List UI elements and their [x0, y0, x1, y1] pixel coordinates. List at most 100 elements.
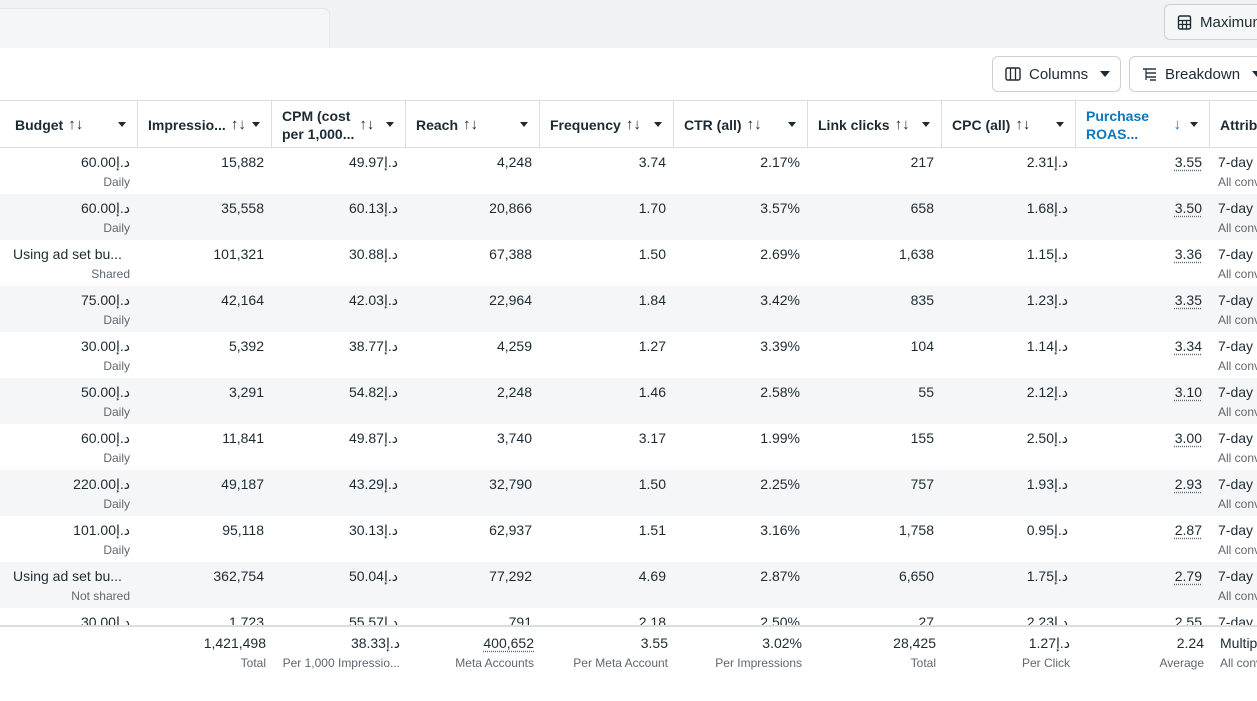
cell-subtext: All conv: [1218, 543, 1257, 557]
cell-value: 7-day: [1218, 292, 1254, 308]
column-menu-icon[interactable]: [788, 122, 796, 127]
total-impressions: 1,421,498 Total: [138, 635, 272, 671]
column-header-budget[interactable]: Budget ↑↓: [5, 101, 138, 148]
column-menu-icon[interactable]: [386, 122, 394, 127]
total-label: Meta Accounts: [455, 656, 534, 670]
cell-link_clicks: 27: [808, 608, 942, 625]
column-header-cpc[interactable]: CPC (all) ↑↓: [942, 101, 1076, 148]
cell-value[interactable]: 2.55: [1174, 614, 1202, 625]
total-label: Per 1,000 Impressio...: [282, 656, 400, 670]
table-row[interactable]: 75.00د.إ Daily 42,164 42.03د.إ 22,964 1.84 3.4…: [0, 286, 1257, 332]
cell-cpm: 49.97د.إ: [272, 148, 406, 194]
column-menu-icon[interactable]: [520, 122, 528, 127]
column-menu-icon[interactable]: [252, 122, 260, 127]
cell-link_clicks: 6,650: [808, 562, 942, 608]
cell-subtext: Daily: [103, 497, 130, 511]
column-header-cpm[interactable]: CPM (cost per 1,000... ↑↓: [272, 101, 406, 148]
column-menu-icon[interactable]: [654, 122, 662, 127]
table-row[interactable]: 60.00د.إ Daily 11,841 49.87د.إ 3,740 3.17 1.99…: [0, 424, 1257, 470]
total-label: All conv: [1220, 656, 1257, 670]
column-header-reach[interactable]: Reach ↑↓: [406, 101, 540, 148]
column-header-attribution[interactable]: Attrib: [1210, 101, 1257, 148]
sort-icon[interactable]: ↑↓: [230, 116, 246, 133]
cell-value[interactable]: 3.10: [1174, 384, 1202, 400]
cell-cpc: 1.23د.إ: [942, 286, 1076, 332]
sort-icon[interactable]: ↑↓: [1015, 116, 1031, 133]
cell-link_clicks: 155: [808, 424, 942, 470]
table-row[interactable]: 60.00د.إ Daily 15,882 49.97د.إ 4,248 3.74 2.17…: [0, 148, 1257, 194]
cell-value: 62,937: [489, 522, 532, 538]
cell-value: 1.50: [638, 246, 666, 262]
column-menu-icon[interactable]: [1190, 122, 1198, 127]
column-header-link_clicks[interactable]: Link clicks ↑↓: [808, 101, 942, 148]
cell-value: 7-day: [1218, 246, 1254, 262]
cell-value[interactable]: 3.35: [1174, 292, 1202, 308]
column-header-impressions[interactable]: Impressio... ↑↓: [138, 101, 272, 148]
table-row[interactable]: 220.00د.إ Daily 49,187 43.29د.إ 32,790 1.50 2.…: [0, 470, 1257, 516]
table-row[interactable]: 101.00د.إ Daily 95,118 30.13د.إ 62,937 1.51 3.…: [0, 516, 1257, 562]
table-row[interactable]: 30.00د.إ Daily 5,392 38.77د.إ 4,259 1.27 3.39%…: [0, 332, 1257, 378]
maximum-button[interactable]: Maximum: [1164, 4, 1257, 40]
column-menu-icon[interactable]: [1056, 122, 1064, 127]
cell-value: 4,248: [496, 154, 532, 170]
cell-value: 60.00د.إ: [80, 430, 130, 446]
table-row[interactable]: Using ad set bu... Not shared 362,754 50.04…: [0, 562, 1257, 608]
sort-icon[interactable]: ↑↓: [359, 116, 375, 133]
sort-icon[interactable]: ↑↓: [625, 116, 641, 133]
cell-value: 2,248: [496, 384, 532, 400]
cell-impressions: 95,118: [138, 516, 272, 562]
table-row[interactable]: Using ad set bu... Shared 101,321 30.88د.إ 6…: [0, 240, 1257, 286]
cell-value[interactable]: 3.00: [1174, 430, 1202, 446]
cell-ctr: 2.58%: [674, 378, 808, 424]
cell-value: 30.88د.إ: [348, 246, 398, 262]
sort-icon[interactable]: ↑↓: [894, 116, 910, 133]
table-header: Budget ↑↓ Impressio... ↑↓ CPM (cost per 1,00…: [0, 100, 1257, 148]
cell-value: 7-day: [1218, 384, 1254, 400]
cell-value: 1.46: [638, 384, 666, 400]
search-panel[interactable]: [0, 8, 330, 48]
cell-subtext: All conv: [1218, 589, 1257, 603]
sort-icon[interactable]: ↑↓: [463, 116, 479, 133]
cell-ctr: 2.87%: [674, 562, 808, 608]
column-header-label: CPC (all): [952, 116, 1011, 133]
column-menu-icon[interactable]: [118, 122, 126, 127]
cell-ctr: 3.39%: [674, 332, 808, 378]
table-row[interactable]: 60.00د.إ Daily 35,558 60.13د.إ 20,866 1.70 3.5…: [0, 194, 1257, 240]
column-header-label: Link clicks: [818, 116, 890, 133]
cell-value[interactable]: 2.93: [1174, 476, 1202, 492]
column-header-label: Attrib: [1220, 116, 1257, 133]
total-value: 3.02%: [762, 635, 802, 651]
cell-value: 362,754: [213, 568, 264, 584]
cell-link_clicks: 1,758: [808, 516, 942, 562]
cell-attribution: 7-day All conv: [1210, 194, 1257, 240]
column-header-label: Reach: [416, 116, 459, 133]
cell-link_clicks: 104: [808, 332, 942, 378]
column-header-frequency[interactable]: Frequency ↑↓: [540, 101, 674, 148]
cell-value: 22,964: [489, 292, 532, 308]
cell-value[interactable]: 2.79: [1174, 568, 1202, 584]
cell-value: 3,291: [228, 384, 264, 400]
table-row[interactable]: 50.00د.إ Daily 3,291 54.82د.إ 2,248 1.46 2.58%…: [0, 378, 1257, 424]
columns-button[interactable]: Columns: [992, 56, 1121, 92]
cell-value: 2.18: [638, 614, 666, 625]
cell-subtext: Daily: [103, 543, 130, 557]
sort-icon[interactable]: ↑↓: [68, 116, 84, 133]
cell-value[interactable]: 3.55: [1174, 154, 1202, 170]
cell-value[interactable]: 2.87: [1174, 522, 1202, 538]
column-menu-icon[interactable]: [922, 122, 930, 127]
column-header-roas[interactable]: Purchase ROAS... ↓: [1076, 101, 1210, 148]
cell-attribution: 7-day All conv: [1210, 148, 1257, 194]
cell-value: 30.00د.إ: [80, 614, 130, 625]
breakdown-button[interactable]: Breakdown: [1129, 56, 1257, 92]
sort-icon[interactable]: ↓: [1173, 116, 1182, 133]
cell-value: 1.14د.إ: [1026, 338, 1068, 354]
cell-value[interactable]: 3.36: [1174, 246, 1202, 262]
cell-value[interactable]: 3.50: [1174, 200, 1202, 216]
cell-link_clicks: 1,638: [808, 240, 942, 286]
cell-value[interactable]: 3.34: [1174, 338, 1202, 354]
cell-impressions: 35,558: [138, 194, 272, 240]
total-label: Per Impressions: [715, 656, 802, 670]
sort-icon[interactable]: ↑↓: [746, 116, 762, 133]
column-header-ctr[interactable]: CTR (all) ↑↓: [674, 101, 808, 148]
